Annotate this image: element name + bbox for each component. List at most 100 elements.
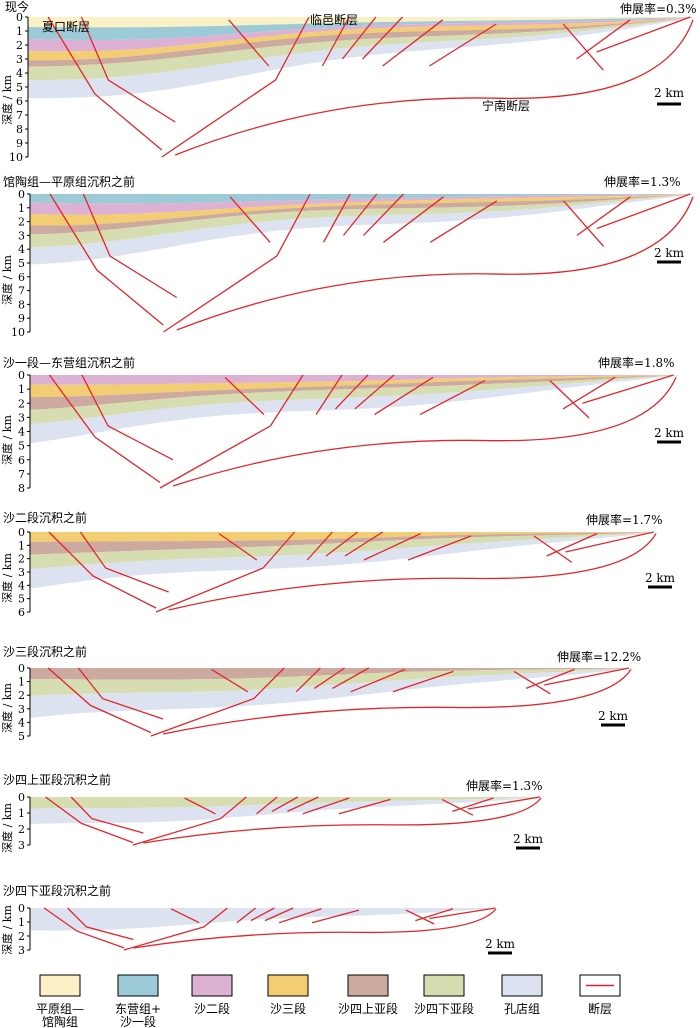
depth-tick-label: 5 [18, 257, 25, 270]
fault-line [184, 797, 216, 815]
depth-axis-label: 深度 / km [0, 75, 14, 125]
depth-tick-label: 8 [16, 123, 23, 136]
fault-line [374, 376, 434, 416]
depth-axis-label: 深度 / km [0, 905, 14, 955]
fault-line [549, 380, 590, 419]
section-panel-2 [27, 193, 697, 333]
fault-line [47, 16, 163, 151]
section-panel-1 [25, 16, 697, 158]
depth-tick-label: 4 [18, 426, 25, 439]
depth-axis [25, 16, 29, 158]
fault-line [159, 374, 304, 489]
fault-line [332, 667, 370, 689]
layer-sha2 [30, 375, 680, 385]
legend-item [347, 974, 389, 997]
fault-line [382, 19, 444, 67]
fault-line [322, 193, 351, 243]
detachment-fault [162, 669, 632, 735]
fault-line [150, 667, 285, 737]
depth-tick-label: 1 [16, 25, 23, 38]
panel-title: 沙一段—东营组沉积之前 [3, 355, 135, 370]
detachment-fault [172, 377, 677, 487]
fault-lines [49, 193, 694, 333]
panel-title: 沙二段沉积之前 [3, 510, 87, 525]
depth-tick-label: 10 [11, 326, 25, 339]
fault-label: 临邑断层 [310, 12, 358, 27]
depth-tick-label: 3 [18, 566, 25, 579]
fault-line [163, 193, 311, 333]
depth-axis-label: 深度 / km [0, 553, 14, 603]
fault-line [211, 668, 249, 693]
depth-axis [27, 193, 31, 333]
depth-tick-label: 2 [18, 216, 25, 229]
fault-line [155, 531, 296, 613]
fault-line [576, 196, 631, 236]
fault-line [256, 796, 278, 815]
fault-line [335, 374, 369, 410]
depth-tick-label: 10 [9, 151, 23, 164]
depth-tick-label: 7 [16, 109, 23, 122]
depth-axis [27, 374, 31, 489]
scale-label: 2 km [513, 832, 544, 846]
depth-tick-label: 1 [18, 807, 25, 820]
legend-label: 东营组+ [115, 1002, 161, 1016]
depth-tick-label: 1 [18, 383, 25, 396]
legend-label: 沙二段 [194, 1001, 230, 1016]
fault-line [287, 796, 319, 812]
fault-line [467, 796, 541, 810]
layer-sha2 [28, 17, 697, 52]
legend-item [191, 974, 233, 997]
fault-line [344, 531, 384, 557]
fault-line [82, 193, 178, 299]
layer-kongdian [30, 668, 635, 718]
depth-axis [27, 531, 31, 613]
layer-kongdian [30, 532, 660, 589]
depth-tick-label: 1 [18, 202, 25, 215]
fault-line [49, 193, 164, 326]
extension-rate: 伸展率=0.3% [620, 1, 697, 16]
legend-item [267, 974, 309, 997]
fault-line [350, 668, 406, 693]
layer-sha3 [30, 375, 680, 398]
depth-tick-label: 2 [16, 39, 23, 52]
fault-line [429, 23, 497, 67]
fault-line [161, 16, 310, 158]
extension-rate: 伸展率=1.8% [598, 355, 675, 370]
depth-tick-label: 9 [16, 137, 23, 150]
fault-line [321, 16, 350, 67]
fault-line [383, 196, 444, 243]
detachment-fault [168, 533, 657, 611]
legend-swatch [39, 974, 81, 997]
depth-tick-label: 0 [18, 791, 25, 804]
fault-line [170, 908, 200, 924]
legend-item [117, 974, 159, 997]
extension-rate: 伸展率=1.3% [604, 174, 681, 189]
fault-line [81, 374, 174, 461]
depth-tick-label: 0 [18, 526, 25, 539]
fault-line [341, 16, 377, 60]
depth-axis-label: 深度 / km [0, 255, 14, 305]
depth-tick-label: 6 [18, 606, 25, 619]
legend-label: 孔店组 [504, 1002, 540, 1016]
depth-axis-label: 深度 / km [0, 683, 14, 733]
legend-label: 沙四下亚段 [414, 1001, 474, 1016]
depth-tick-label: 0 [18, 662, 25, 675]
fault-lines [45, 796, 542, 846]
depth-tick-label: 2 [18, 930, 25, 943]
fault-line [342, 193, 378, 236]
fault-line [325, 531, 358, 557]
fault-line [429, 907, 496, 920]
layer-dongying_sha1 [30, 194, 697, 204]
depth-tick-label: 3 [18, 839, 25, 852]
fault-line [415, 908, 454, 922]
layer-kongdian [30, 375, 680, 444]
detachment-fault [133, 908, 497, 949]
fault-line [533, 535, 573, 563]
panel-title: 沙四上亚段沉积之前 [3, 772, 111, 787]
panel-title: 馆陶组—平原组沉积之前 [3, 174, 135, 189]
legend-item [579, 974, 621, 997]
fault-line [363, 193, 404, 236]
fault-line [525, 668, 575, 690]
fault-line [419, 380, 486, 416]
legend-item [39, 974, 81, 997]
